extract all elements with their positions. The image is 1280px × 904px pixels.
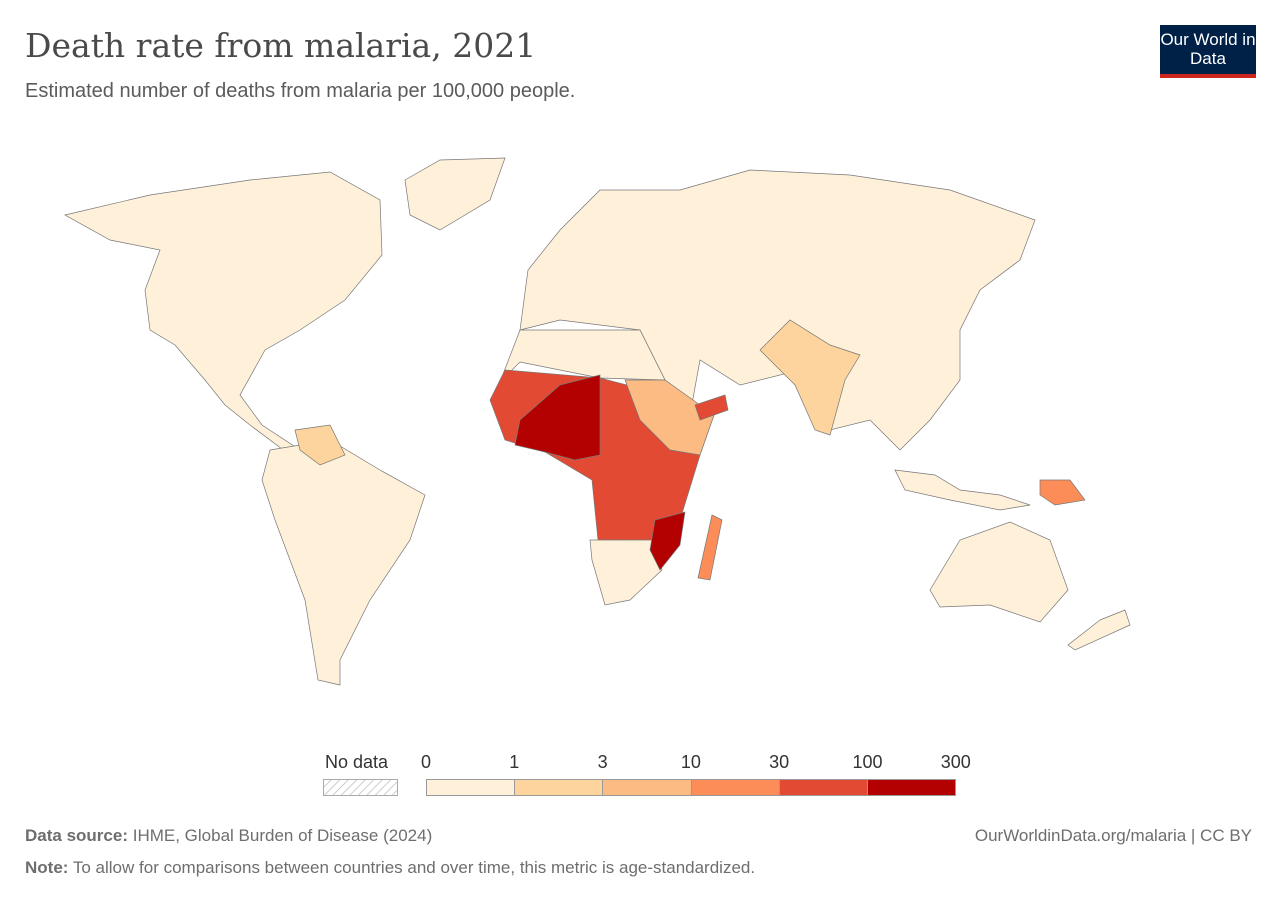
legend-bin-0 [427, 780, 515, 795]
region-sahel-high[interactable] [514, 374, 601, 461]
chart-title: Death rate from malaria, 2021 [25, 26, 537, 65]
region-indonesia[interactable] [894, 469, 1031, 511]
source-label: Data source: [25, 826, 128, 845]
region-north-america[interactable] [64, 171, 383, 456]
legend-bin-4 [778, 780, 867, 795]
note: Note: To allow for comparisons between c… [25, 858, 755, 878]
legend-tick: 300 [940, 752, 971, 772]
legend-tick: 3 [597, 752, 608, 772]
data-source: Data source: IHME, Global Burden of Dise… [25, 826, 432, 846]
legend-bin-1 [514, 780, 603, 795]
legend-tick: 0 [420, 752, 432, 772]
region-greenland[interactable] [404, 157, 506, 231]
legend-no-data-swatch [323, 779, 398, 796]
region-new-zealand[interactable] [1067, 609, 1131, 651]
legend-bin-2 [602, 780, 691, 795]
source-link[interactable]: OurWorldinData.org/malaria | CC BY [974, 826, 1252, 845]
legend-color-bar [426, 779, 956, 796]
chart-subtitle: Estimated number of deaths from malaria … [25, 80, 576, 102]
source-text: IHME, Global Burden of Disease (2024) [132, 826, 433, 845]
legend-no-data-label: No data [325, 752, 389, 772]
region-south-america[interactable] [261, 439, 426, 686]
region-madagascar[interactable] [697, 514, 723, 581]
legend-tick: 1 [509, 752, 520, 772]
region-mozambique[interactable] [649, 511, 686, 571]
region-papua-new-guinea[interactable] [1039, 479, 1086, 506]
owid-logo[interactable]: Our World in Data [1160, 25, 1256, 78]
legend-bin-5 [866, 780, 956, 795]
note-label: Note: [25, 858, 69, 877]
legend-tick: 30 [769, 752, 790, 772]
note-text: To allow for comparisons between countri… [72, 858, 756, 877]
region-yemen[interactable] [694, 394, 729, 421]
region-australia[interactable] [929, 521, 1069, 623]
legend-tick: 10 [680, 752, 701, 772]
region-venezuela-guyana[interactable] [294, 424, 346, 466]
region-india[interactable] [759, 319, 861, 436]
legend-tick: 100 [852, 752, 883, 772]
legend-bin-3 [690, 780, 779, 795]
logo-text: Our World in Data [1160, 30, 1256, 68]
region-east-africa[interactable] [624, 379, 721, 456]
